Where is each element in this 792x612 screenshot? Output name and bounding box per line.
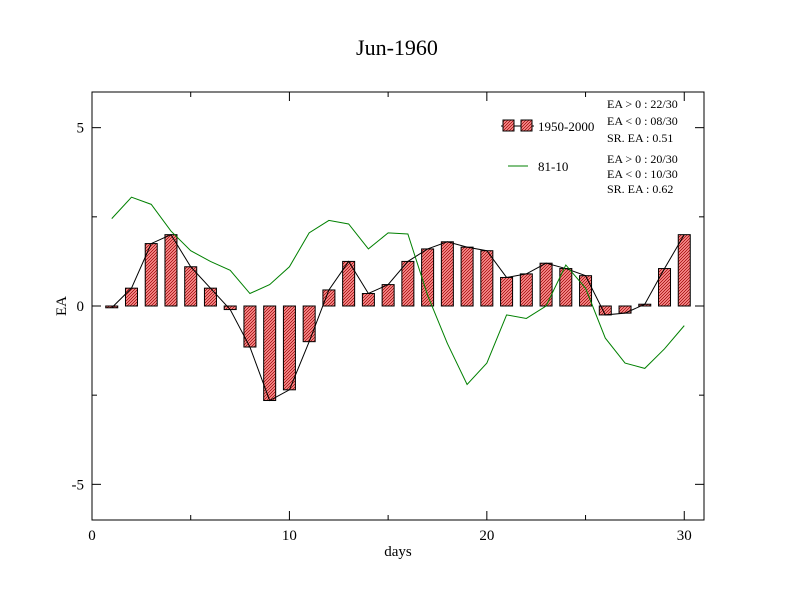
legend-label-1950-2000: 1950-2000: [538, 119, 594, 134]
bar-day-20: [480, 250, 494, 307]
y-tick-label: -5: [72, 477, 85, 493]
bar-day-29: [658, 268, 672, 307]
bar-day-19: [460, 246, 474, 307]
bar-day-16: [401, 260, 415, 307]
legend-label-81-10: 81-10: [538, 159, 568, 174]
bar-day-10: [282, 305, 296, 391]
x-axis-label: days: [384, 544, 412, 560]
y-tick-label: 5: [77, 121, 85, 137]
bar-day-17: [421, 248, 435, 307]
x-tick-label: 10: [282, 528, 297, 544]
bar-day-5: [184, 266, 198, 307]
legend-stat-1950-2000-sr: SR. EA : 0.51: [607, 131, 673, 145]
bar-day-23: [539, 262, 553, 307]
legend-stat-81-10-sr: SR. EA : 0.62: [607, 182, 673, 196]
bar-day-14: [361, 293, 375, 307]
bar-series-1950-2000: [105, 234, 691, 402]
bar-day-15: [381, 284, 395, 307]
bar-day-27: [618, 305, 632, 314]
bar-day-8: [243, 305, 257, 348]
bar-day-12: [322, 289, 336, 307]
bar-day-25: [579, 275, 593, 307]
bar-day-6: [203, 287, 217, 307]
y-tick-label: 0: [77, 299, 85, 315]
line-1950-2000: [111, 234, 685, 402]
axis-ticks: 0 10 20 30 -5 0 5: [72, 92, 704, 544]
bar-day-18: [440, 241, 454, 307]
line-81-10: [111, 196, 685, 386]
x-tick-label: 20: [479, 528, 494, 544]
legend: 1950-2000 EA > 0 : 22/30 EA < 0 : 08/30 …: [501, 97, 678, 196]
bar-day-21: [500, 276, 514, 307]
legend-swatch-1950-2000-right: [520, 119, 533, 132]
bar-day-11: [302, 305, 316, 343]
bar-day-2: [124, 287, 138, 307]
legend-stat-81-10-negative: EA < 0 : 10/30: [607, 167, 678, 181]
x-tick-label: 30: [677, 528, 692, 544]
bar-day-9: [263, 305, 277, 402]
bar-day-30: [677, 234, 691, 307]
x-tick-label: 0: [88, 528, 96, 544]
line-series: [111, 196, 685, 402]
chart-title: Jun-1960: [356, 35, 438, 60]
legend-stat-1950-2000-positive: EA > 0 : 22/30: [607, 97, 678, 111]
legend-stat-81-10-positive: EA > 0 : 20/30: [607, 152, 678, 166]
bar-day-22: [519, 273, 533, 307]
legend-stat-1950-2000-negative: EA < 0 : 08/30: [607, 114, 678, 128]
bar-day-4: [164, 234, 178, 307]
legend-swatch-1950-2000-left: [502, 119, 515, 132]
y-axis-label: EA: [54, 296, 70, 316]
